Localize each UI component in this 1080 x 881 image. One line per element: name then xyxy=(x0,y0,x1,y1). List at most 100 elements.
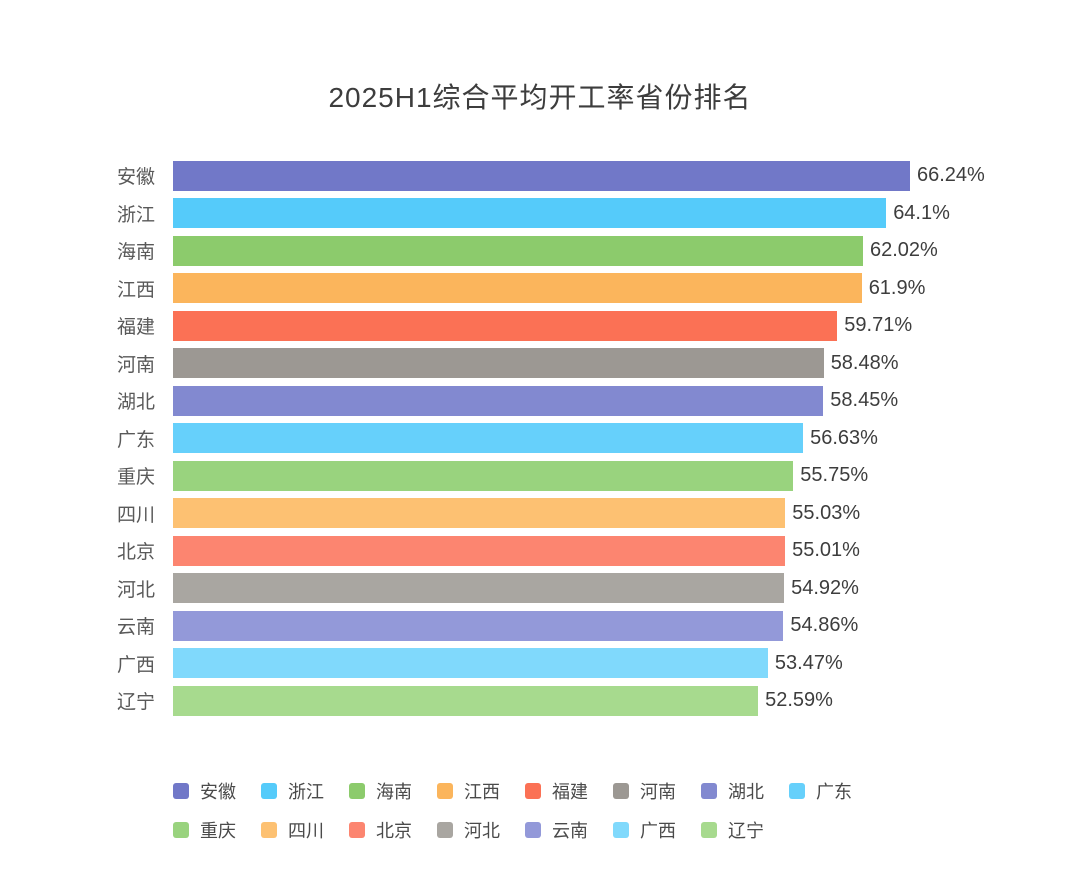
bar xyxy=(173,198,887,229)
legend-label: 北京 xyxy=(376,821,412,841)
value-label: 66.24% xyxy=(917,164,985,187)
bar-row: 江西 61.9% xyxy=(0,270,1080,308)
legend-marker-icon xyxy=(173,783,189,799)
legend-marker-icon xyxy=(789,783,805,799)
bar xyxy=(173,348,824,379)
legend-label: 海南 xyxy=(376,782,412,802)
category-label: 辽宁 xyxy=(116,692,155,714)
bar-row: 云南 54.86% xyxy=(0,607,1080,645)
legend-label: 重庆 xyxy=(200,821,236,841)
legend-marker-icon xyxy=(261,783,277,799)
legend-label: 浙江 xyxy=(288,782,324,802)
legend-item[interactable]: 四川 xyxy=(261,817,324,843)
legend-marker-icon xyxy=(437,822,453,838)
legend-label: 广东 xyxy=(816,782,852,802)
bar-row: 安徽 66.24% xyxy=(0,157,1080,195)
bar xyxy=(173,460,794,491)
category-label: 福建 xyxy=(116,317,155,339)
bar-row: 辽宁 52.59% xyxy=(0,682,1080,720)
value-label: 61.9% xyxy=(868,276,926,299)
legend-item[interactable]: 江西 xyxy=(437,778,500,804)
category-label: 浙江 xyxy=(116,204,155,226)
bar xyxy=(173,235,863,266)
value-label: 64.1% xyxy=(893,201,950,224)
bar xyxy=(173,535,786,566)
category-label: 广西 xyxy=(116,654,155,676)
legend-label: 广西 xyxy=(640,821,676,841)
legend-label: 河北 xyxy=(464,821,500,841)
bar xyxy=(173,498,786,529)
legend-marker-icon xyxy=(173,822,189,838)
bar-row: 河北 54.92% xyxy=(0,570,1080,608)
category-label: 海南 xyxy=(116,242,155,264)
legend-item[interactable]: 湖北 xyxy=(701,778,764,804)
legend-label: 云南 xyxy=(552,821,588,841)
category-label: 广东 xyxy=(116,429,155,451)
legend-marker-icon xyxy=(613,822,629,838)
legend-label: 辽宁 xyxy=(728,821,764,841)
value-label: 62.02% xyxy=(870,239,938,262)
bar xyxy=(173,385,824,416)
legend-label: 四川 xyxy=(288,821,324,841)
legend-item[interactable]: 福建 xyxy=(525,778,588,804)
legend-item[interactable]: 北京 xyxy=(349,817,412,843)
legend-row: 安徽 浙江 海南 江西 福建 河南 湖北 广东 xyxy=(173,778,877,804)
legend-label: 河南 xyxy=(640,782,676,802)
legend-row: 重庆 四川 北京 河北 云南 广西 辽宁 xyxy=(173,817,877,843)
legend-item[interactable]: 广东 xyxy=(789,778,852,804)
legend-item[interactable]: 海南 xyxy=(349,778,412,804)
category-label: 安徽 xyxy=(116,167,155,189)
bar-row: 四川 55.03% xyxy=(0,495,1080,533)
category-label: 河南 xyxy=(116,354,155,376)
category-label: 重庆 xyxy=(116,467,155,489)
legend-marker-icon xyxy=(613,783,629,799)
legend-item[interactable]: 重庆 xyxy=(173,817,236,843)
chart-title: 2025H1综合平均开工率省份排名 xyxy=(328,82,752,113)
legend-marker-icon xyxy=(261,822,277,838)
value-label: 55.75% xyxy=(800,464,869,487)
bar xyxy=(173,685,759,716)
legend-marker-icon xyxy=(349,822,365,838)
bar xyxy=(173,160,910,191)
bar-row: 广东 56.63% xyxy=(0,420,1080,458)
legend-marker-icon xyxy=(701,783,717,799)
bar-row: 重庆 55.75% xyxy=(0,457,1080,495)
category-label: 云南 xyxy=(116,617,155,639)
legend-marker-icon xyxy=(349,783,365,799)
legend-item[interactable]: 浙江 xyxy=(261,778,324,804)
legend-item[interactable]: 河北 xyxy=(437,817,500,843)
legend-label: 江西 xyxy=(464,782,500,802)
legend-item[interactable]: 广西 xyxy=(613,817,676,843)
legend-marker-icon xyxy=(525,783,541,799)
bar-row: 浙江 64.1% xyxy=(0,195,1080,233)
value-label: 55.01% xyxy=(792,539,860,562)
legend-item[interactable]: 辽宁 xyxy=(701,817,764,843)
legend-item[interactable]: 河南 xyxy=(613,778,676,804)
bar xyxy=(173,648,768,679)
legend-item[interactable]: 安徽 xyxy=(173,778,236,804)
bar-row: 广西 53.47% xyxy=(0,645,1080,683)
bar-row: 河南 58.48% xyxy=(0,345,1080,383)
bar xyxy=(173,423,804,454)
value-label: 59.71% xyxy=(844,314,913,337)
legend-label: 福建 xyxy=(552,782,588,802)
value-label: 54.92% xyxy=(791,576,859,599)
category-label: 湖北 xyxy=(116,392,155,414)
value-label: 56.63% xyxy=(810,426,878,449)
value-label: 52.59% xyxy=(765,689,833,712)
bar-row: 海南 62.02% xyxy=(0,232,1080,270)
value-label: 53.47% xyxy=(774,651,843,674)
bar xyxy=(173,273,862,304)
value-label: 55.03% xyxy=(792,501,861,524)
bar xyxy=(173,573,785,604)
legend-label: 安徽 xyxy=(200,782,236,802)
value-label: 58.48% xyxy=(830,351,899,374)
legend-item[interactable]: 云南 xyxy=(525,817,588,843)
legend-marker-icon xyxy=(437,783,453,799)
legend-marker-icon xyxy=(701,822,717,838)
category-label: 北京 xyxy=(116,542,155,564)
legend: 安徽 浙江 海南 江西 福建 河南 湖北 广东重庆 四川 北京 河北 云南 广西 辽宁 xyxy=(173,778,877,856)
value-label: 54.86% xyxy=(790,614,859,637)
bar-row: 北京 55.01% xyxy=(0,532,1080,570)
category-label: 江西 xyxy=(116,279,155,301)
